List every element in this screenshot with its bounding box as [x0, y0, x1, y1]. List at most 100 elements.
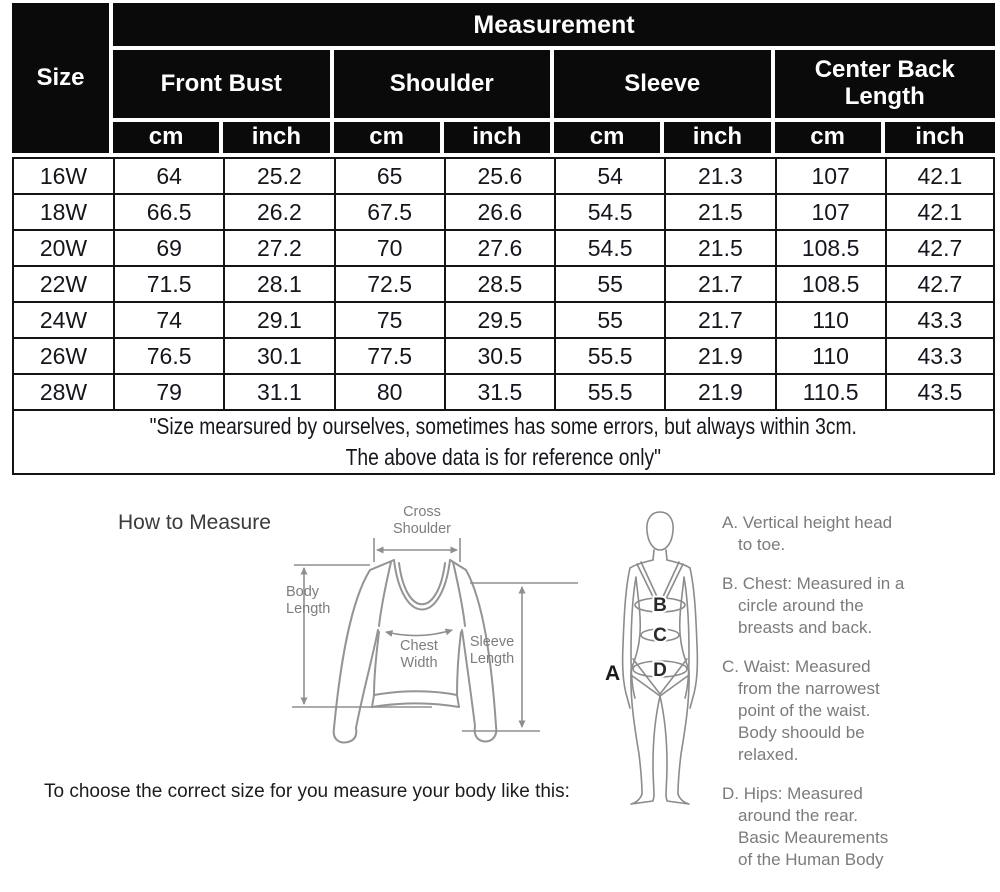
data-cell: 27.2	[223, 229, 334, 265]
figure-bust-ellipse	[634, 597, 686, 613]
figure-right-foot	[665, 793, 690, 805]
figure-hip-ellipse	[632, 660, 688, 678]
data-cell: 67.5	[333, 193, 444, 229]
data-cell: 77.5	[333, 337, 444, 373]
figure-right-torso	[678, 577, 690, 671]
shirt-left-cuff	[332, 727, 358, 744]
data-cell: 28.1	[223, 265, 334, 301]
data-cell: 21.7	[664, 265, 775, 301]
size-cell: 22W	[12, 265, 113, 301]
data-cell: 110	[774, 337, 885, 373]
data-cell: 107	[774, 193, 885, 229]
description-line: A. Vertical height head	[722, 513, 893, 532]
unit-header: inch	[223, 122, 334, 157]
figure-label-b: B	[653, 595, 667, 616]
data-cell: 31.1	[223, 373, 334, 409]
figure-right-leg-outer	[677, 669, 690, 795]
data-cell: 28.5	[443, 265, 554, 301]
sizing-instruction-text: To choose the correct size for you measu…	[44, 781, 570, 802]
shirt-right-cuff	[473, 725, 498, 743]
description-line: to toe.	[738, 535, 786, 554]
shirt-hem-bottom	[371, 702, 460, 708]
body-figure-diagram: B C D A	[605, 511, 699, 805]
shirt-left-shoulder	[369, 559, 395, 571]
description-line: of the Human Body	[738, 850, 884, 869]
size-cell: 16W	[12, 157, 113, 193]
figure-left-leg-inner	[652, 695, 661, 797]
table-row-22w: 22W 71.5 28.1 72.5 28.5 55 21.7 108.5 42…	[12, 265, 995, 301]
table-row-26w: 26W 76.5 30.1 77.5 30.5 55.5 21.9 110 43…	[12, 337, 995, 373]
group-header-center-back-length: Center Back Length	[774, 50, 995, 122]
data-cell: 108.5	[774, 265, 885, 301]
shirt-left-side	[373, 631, 380, 696]
unit-header: inch	[884, 122, 995, 157]
shirt-left-sleeve-inner	[355, 629, 379, 729]
data-cell: 64	[113, 157, 224, 193]
data-cell: 69	[113, 229, 224, 265]
description-line: breasts and back.	[738, 618, 873, 637]
description-line: D. Hips: Measured	[722, 784, 863, 803]
sleeve-length-label: Sleeve	[470, 634, 514, 650]
data-cell: 21.9	[664, 337, 775, 373]
data-cell: 42.1	[884, 193, 995, 229]
description-line: from the narrowest	[738, 679, 880, 698]
measure-point-c: C. Waist: Measured from the narrowest po…	[722, 656, 922, 766]
figure-vneck-outer	[640, 561, 680, 602]
description-line: Basic Meaurements	[738, 828, 889, 847]
measure-point-d: D. Hips: Measured around the rear. Basic…	[722, 783, 922, 871]
table-row-18w: 18W 66.5 26.2 67.5 26.6 54.5 21.5 107 42…	[12, 193, 995, 229]
data-cell: 74	[113, 301, 224, 337]
figure-left-leg-outer	[630, 669, 643, 795]
figure-waist-ellipse	[640, 628, 680, 642]
data-cell: 21.3	[664, 157, 775, 193]
shirt-hem-sides	[371, 694, 460, 708]
figure-left-arm-outer	[621, 567, 631, 709]
figure-label-a: A	[605, 662, 620, 685]
data-cell: 42.1	[884, 157, 995, 193]
description-line: point of the waist.	[738, 701, 871, 720]
data-cell: 26.2	[223, 193, 334, 229]
data-cell: 25.6	[443, 157, 554, 193]
size-cell: 24W	[12, 301, 113, 337]
data-cell: 55.5	[554, 337, 665, 373]
data-cell: 54.5	[554, 193, 665, 229]
table-row: Front Bust Shoulder Sleeve Center Back L…	[12, 50, 995, 122]
figure-label-c: C	[653, 625, 667, 646]
data-cell: 43.3	[884, 301, 995, 337]
shirt-right-armhole	[452, 561, 466, 627]
shirt-right-sleeve-inner	[461, 629, 476, 727]
chest-width-label: Chest	[400, 638, 438, 654]
cross-shoulder-label: Cross	[403, 504, 441, 520]
data-cell: 54.5	[554, 229, 665, 265]
description-line: circle around the	[738, 596, 864, 615]
data-cell: 21.7	[664, 301, 775, 337]
data-cell: 71.5	[113, 265, 224, 301]
data-cell: 79	[113, 373, 224, 409]
garment-measure-diagram: Cross Shoulder Body Length Chest Width S…	[286, 504, 578, 744]
data-cell: 43.5	[884, 373, 995, 409]
measurement-header: Measurement	[113, 3, 995, 50]
data-cell: 31.5	[443, 373, 554, 409]
chest-width-label: Width	[400, 655, 437, 671]
note-line-2: The above data is for reference only"	[345, 444, 662, 470]
data-cell: 65	[333, 157, 444, 193]
data-cell: 29.5	[443, 301, 554, 337]
figure-left-foot	[630, 793, 655, 805]
data-cell: 42.7	[884, 265, 995, 301]
data-cell: 30.5	[443, 337, 554, 373]
figure-right-arm-outer	[689, 567, 699, 709]
data-cell: 110	[774, 301, 885, 337]
figure-right-leg-inner	[659, 695, 668, 797]
size-cell: 26W	[12, 337, 113, 373]
data-cell: 70	[333, 229, 444, 265]
data-cell: 80	[333, 373, 444, 409]
body-length-label: Body	[286, 584, 320, 600]
description-line: C. Waist: Measured	[722, 657, 871, 676]
unit-header: cm	[554, 122, 665, 157]
table-note-row: "Size mearsured by ourselves, sometimes …	[12, 409, 995, 475]
data-cell: 21.5	[664, 229, 775, 265]
size-cell: 28W	[12, 373, 113, 409]
measure-point-b: B. Chest: Measured in a circle around th…	[722, 573, 922, 639]
data-cell: 110.5	[774, 373, 885, 409]
